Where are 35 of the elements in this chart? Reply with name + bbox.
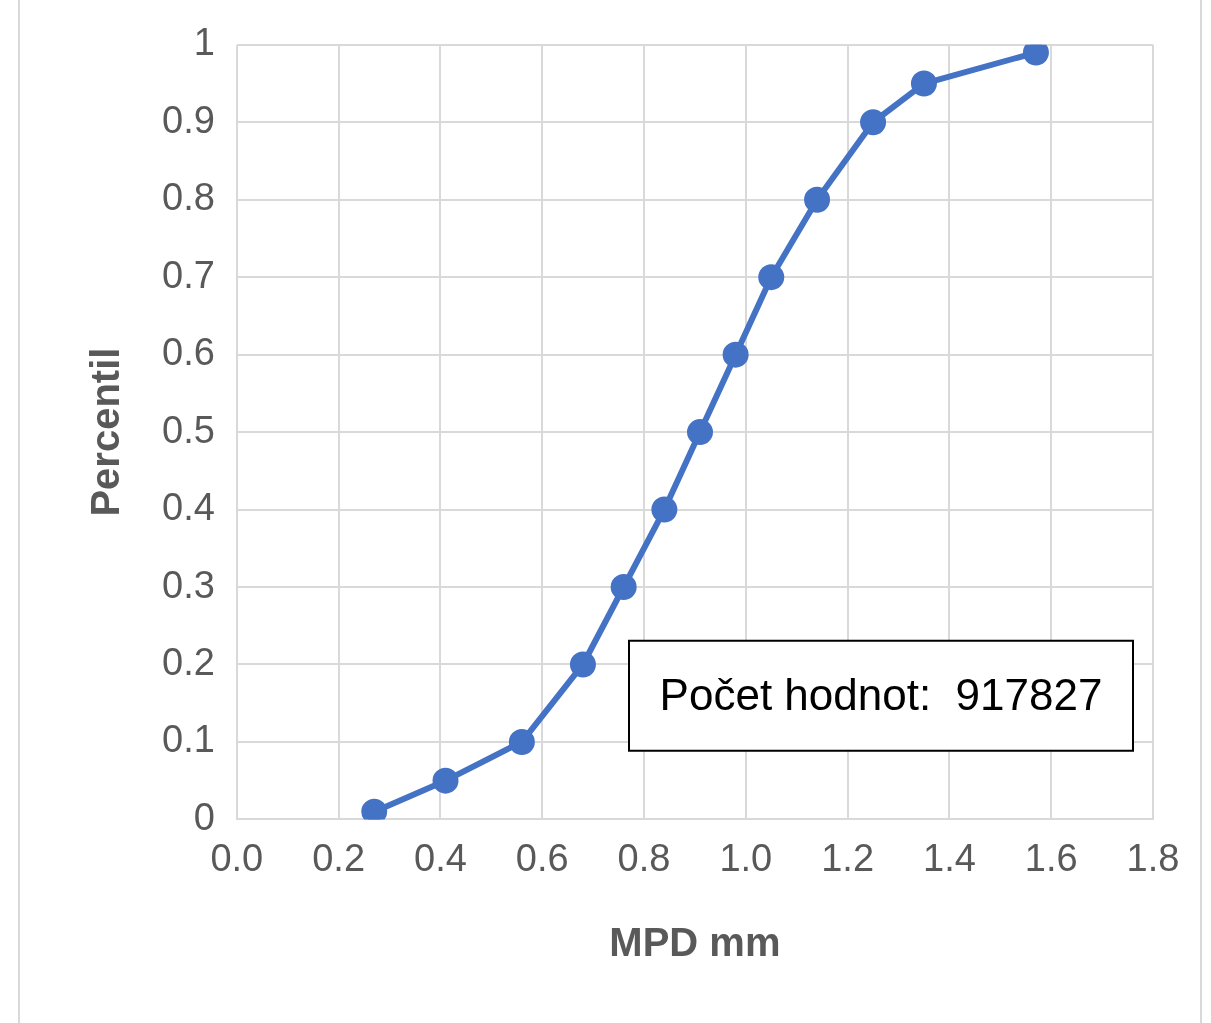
point (687, 419, 713, 446)
y-axis-title: Percentil (83, 347, 128, 517)
y-tick-label: 0.3 (162, 563, 215, 606)
x-tick-label: 0.8 (617, 836, 671, 879)
y-tick-label: 1 (193, 21, 215, 64)
annotation: Počet hodnot: 917827 (659, 669, 1103, 719)
point (722, 341, 749, 368)
y-tick-label: 0.7 (162, 253, 215, 296)
x-tick-label: 1.4 (922, 836, 976, 879)
point (508, 728, 535, 755)
x-tick-label: 0.6 (515, 836, 569, 879)
y-tick-label: 0.4 (162, 486, 215, 529)
y-tick-label: 0.6 (162, 331, 215, 374)
point (610, 574, 637, 601)
point (910, 70, 937, 97)
x-tick-label: 1.6 (1024, 836, 1078, 879)
x-axis-title: MPD mm (609, 920, 781, 965)
x-tick-label: 1.0 (719, 836, 773, 879)
y-tick-label: 0.2 (162, 640, 215, 683)
point (804, 186, 831, 213)
x-tick-label: 0.4 (414, 836, 467, 879)
y-tick-label: 0.5 (162, 408, 215, 451)
y-tick-label: 0.8 (162, 176, 215, 219)
point (432, 767, 459, 794)
x-tick-label: 1.8 (1126, 836, 1180, 879)
point (758, 264, 785, 291)
y-tick-label: 0.1 (162, 718, 215, 761)
y-tick-label: 0 (193, 795, 215, 838)
y-tick-label: 0.9 (162, 98, 215, 141)
x-tick-label: 0.0 (210, 836, 264, 879)
x-tick-label: 0.2 (312, 836, 366, 879)
point (569, 651, 596, 678)
x-tick-label: 1.2 (821, 836, 875, 879)
point (860, 109, 887, 136)
point (651, 496, 678, 523)
